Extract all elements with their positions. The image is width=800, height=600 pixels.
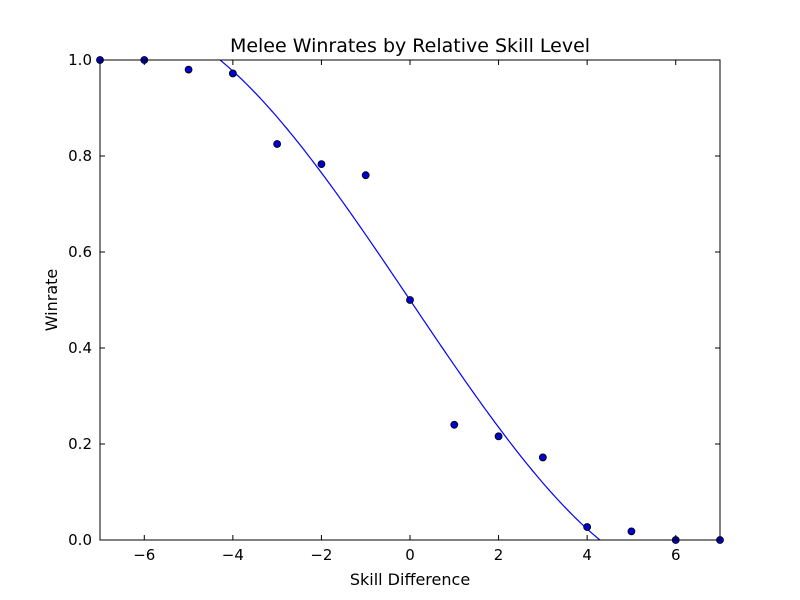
data-points-layer xyxy=(96,56,724,544)
data-point xyxy=(273,140,282,148)
y-axis-ticks: 0.0 0.2 0.4 0.6 0.8 1.0 xyxy=(68,51,720,549)
data-point xyxy=(494,432,503,441)
x-tick-label: 2 xyxy=(494,546,504,564)
data-point xyxy=(184,65,193,74)
data-point xyxy=(583,523,592,531)
data-point xyxy=(228,69,237,78)
data-point xyxy=(406,296,414,304)
data-point xyxy=(538,453,547,462)
x-tick-label: 6 xyxy=(671,546,681,564)
y-tick-label: 0.6 xyxy=(68,243,92,261)
chart-title: Melee Winrates by Relative Skill Level xyxy=(230,35,590,57)
x-tick-label: 4 xyxy=(582,546,592,564)
y-tick-label: 0.2 xyxy=(68,435,92,453)
x-tick-label: −6 xyxy=(133,546,155,564)
y-tick-label: 1.0 xyxy=(68,51,92,69)
x-tick-label: −2 xyxy=(310,546,332,564)
x-axis-ticks: −6 −4 −2 0 2 4 6 xyxy=(133,60,680,564)
y-tick-label: 0.8 xyxy=(68,147,92,165)
data-point xyxy=(627,527,636,536)
y-tick-label: 0.0 xyxy=(68,531,92,549)
y-axis-label: Winrate xyxy=(42,269,61,332)
data-point xyxy=(450,420,459,429)
y-tick-label: 0.4 xyxy=(68,339,92,357)
x-axis-label: Skill Difference xyxy=(350,570,470,589)
x-tick-label: −4 xyxy=(222,546,244,564)
data-point xyxy=(361,171,370,180)
data-point xyxy=(317,160,326,169)
x-tick-label: 0 xyxy=(405,546,415,564)
